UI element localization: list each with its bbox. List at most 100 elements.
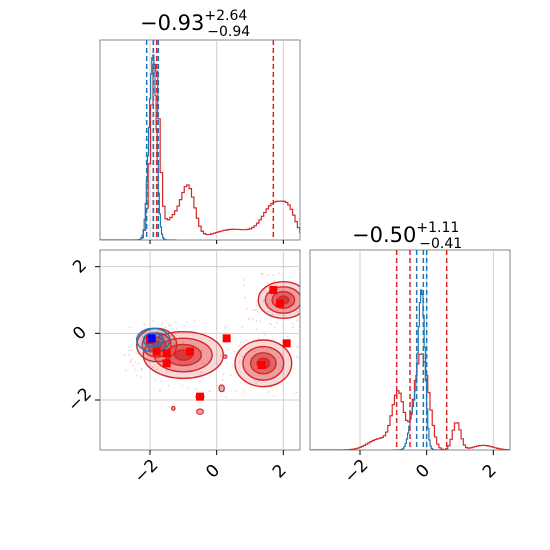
sample-point <box>301 312 303 314</box>
sample-point <box>284 314 286 317</box>
hist-param1-blue <box>133 54 177 240</box>
contour-red-small <box>218 384 225 393</box>
param1-median: −0.93 <box>140 11 204 35</box>
param2-minus: −0.41 <box>419 236 462 252</box>
sample-point <box>306 339 308 341</box>
sample-point <box>271 294 273 296</box>
sample-point <box>219 395 222 397</box>
sample-point <box>266 282 268 284</box>
sample-point <box>200 359 203 362</box>
sample-point <box>161 322 164 324</box>
sample-point <box>130 359 132 362</box>
y-tick-label-scatter: 0 <box>69 322 91 344</box>
sample-point <box>156 331 158 333</box>
sample-point <box>200 371 202 374</box>
sample-point <box>243 284 246 287</box>
sample-point <box>268 322 271 325</box>
sample-point <box>231 363 233 366</box>
sample-point <box>267 274 270 277</box>
sample-point <box>187 387 190 390</box>
contour-red-small <box>171 405 176 411</box>
sample-point <box>296 356 298 358</box>
sample-point <box>140 369 143 372</box>
param2-plus: +1.11 <box>416 220 459 236</box>
sample-point <box>134 360 137 363</box>
param2-median: −0.50 <box>352 223 416 247</box>
sample-point <box>174 333 177 336</box>
sample-point <box>255 328 258 331</box>
sample-point <box>124 369 127 372</box>
sample-point <box>156 368 159 371</box>
sample-point <box>216 385 219 387</box>
sample-point <box>140 376 142 379</box>
sample-point <box>223 373 225 375</box>
sample-point <box>255 300 258 302</box>
sample-point <box>233 350 236 353</box>
sample-point <box>265 349 268 351</box>
sample-point <box>242 341 245 344</box>
sample-point <box>308 289 310 291</box>
sample-point <box>199 380 202 383</box>
sample-point <box>146 355 148 357</box>
sample-point <box>235 390 238 392</box>
x-tick-label-hist2: −2 <box>341 456 373 488</box>
hist-param2-blue <box>393 289 447 450</box>
sample-point <box>193 319 196 322</box>
sample-point <box>175 328 178 330</box>
marker-red <box>196 392 204 401</box>
sample-point <box>152 358 154 361</box>
sample-point <box>129 361 132 364</box>
marker-red <box>162 359 171 368</box>
param1-plus: +2.64 <box>204 8 247 24</box>
sample-point <box>270 323 273 326</box>
sample-point <box>152 366 154 368</box>
sample-point <box>262 347 264 349</box>
x-tick-label-scatter: −2 <box>131 456 163 488</box>
sample-point <box>306 295 308 297</box>
sample-point <box>292 326 294 328</box>
sample-point <box>123 354 126 356</box>
sample-point <box>134 368 137 371</box>
sample-point <box>128 354 130 356</box>
marker-red <box>186 347 194 356</box>
sample-point <box>299 349 300 351</box>
sample-point <box>143 323 145 326</box>
sample-point <box>305 303 307 305</box>
sample-point <box>243 391 246 393</box>
sample-point <box>169 334 172 337</box>
sample-point <box>282 326 284 329</box>
sample-point <box>238 352 240 355</box>
sample-point <box>202 377 204 379</box>
hist-param1-red <box>100 63 300 240</box>
sample-point <box>135 374 138 377</box>
sample-point <box>181 384 184 387</box>
sample-point <box>276 356 279 359</box>
marker-red <box>257 361 266 369</box>
sample-point <box>273 280 276 282</box>
marker-blue <box>147 334 156 343</box>
sample-point <box>244 297 246 299</box>
sample-point <box>293 271 296 273</box>
marker-red <box>282 339 291 348</box>
sample-point <box>164 326 167 329</box>
sample-point <box>255 383 257 385</box>
sample-point <box>260 273 263 275</box>
sample-point <box>140 367 143 370</box>
sample-point <box>255 319 258 322</box>
sample-point <box>245 338 248 341</box>
sample-point <box>167 385 170 387</box>
sample-point <box>129 326 131 329</box>
sample-point <box>301 279 303 281</box>
sample-point <box>186 321 188 323</box>
sample-point <box>257 380 259 382</box>
sample-point <box>169 324 172 326</box>
sample-point <box>239 341 242 344</box>
sample-point <box>221 378 224 381</box>
y-tick-label-scatter: −2 <box>64 384 96 416</box>
sample-point <box>302 321 304 323</box>
sample-point <box>264 333 266 335</box>
sample-point <box>208 339 211 342</box>
marker-red <box>276 299 284 308</box>
sample-point <box>154 378 157 381</box>
param1-title: −0.93+2.64 −0.94 <box>140 8 250 40</box>
